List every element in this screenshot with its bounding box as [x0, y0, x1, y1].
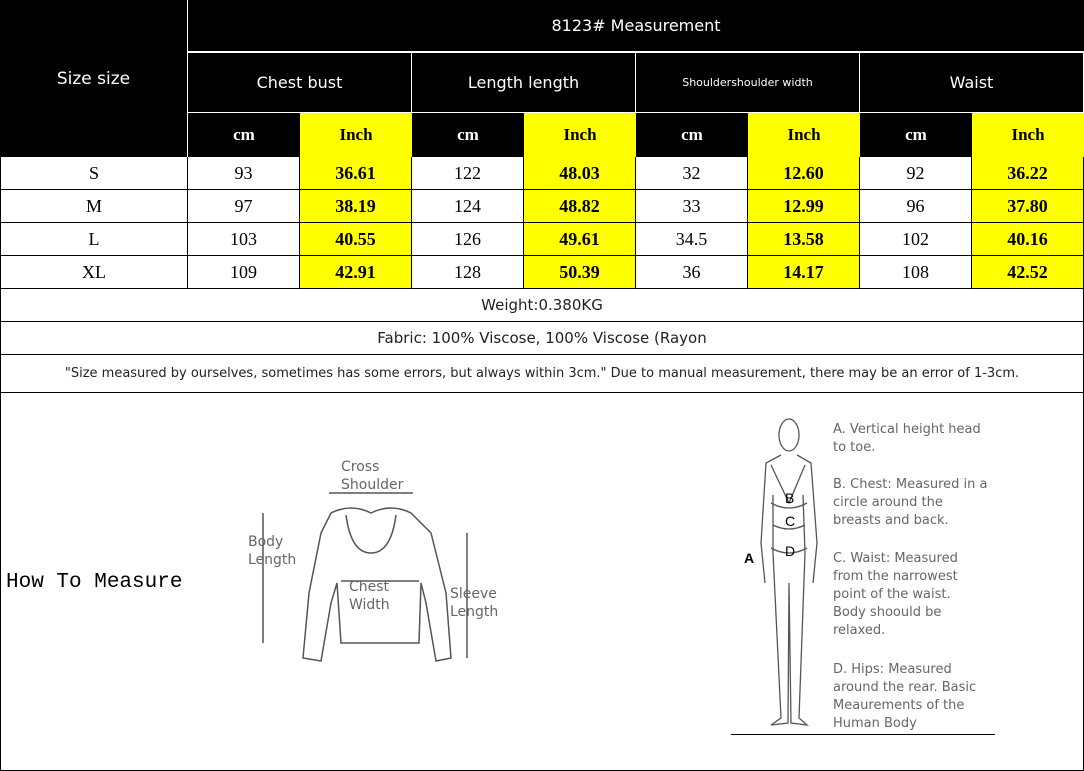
table-cell: 38.19 — [300, 190, 412, 223]
marker-a: A — [744, 550, 755, 566]
sweater-diagram-icon — [262, 492, 468, 662]
measure-item-c: C. Waist: Measured from the narrowest po… — [833, 551, 958, 638]
unit-cm: cm — [636, 113, 748, 157]
human-body-diagram-icon — [760, 418, 818, 726]
unit-cm: cm — [188, 113, 300, 157]
cross-shoulder-label: Cross Shoulder — [341, 459, 404, 493]
table-cell: 48.03 — [524, 157, 636, 190]
unit-cm: cm — [412, 113, 524, 157]
table-cell: 36 — [636, 256, 748, 289]
table-cell: 128 — [412, 256, 524, 289]
marker-b: B — [785, 490, 795, 506]
measure-item-d: D. Hips: Measured around the rear. Basic… — [833, 662, 977, 731]
table-cell: 33 — [636, 190, 748, 223]
table-cell: 92 — [860, 157, 972, 190]
size-cell: XL — [0, 256, 188, 289]
table-cell: 32 — [636, 157, 748, 190]
table-cell: 97 — [188, 190, 300, 223]
unit-inch: Inch — [748, 113, 860, 157]
size-cell: M — [0, 190, 188, 223]
fabric-row: Fabric: 100% Viscose, 100% Viscose (Rayo… — [0, 322, 1084, 355]
column-header: Chest bust — [188, 53, 411, 112]
table-cell: 40.16 — [972, 223, 1084, 256]
table-cell: 42.91 — [300, 256, 412, 289]
measure-item-a: A. Vertical height head to toe. — [833, 422, 981, 455]
column-header: Waist — [860, 53, 1083, 112]
table-cell: 37.80 — [972, 190, 1084, 223]
column-header: Shouldershoulder width — [636, 53, 859, 112]
unit-inch: Inch — [300, 113, 412, 157]
table-cell: 50.39 — [524, 256, 636, 289]
table-cell: 102 — [860, 223, 972, 256]
size-cell: L — [0, 223, 188, 256]
divider — [731, 734, 995, 735]
table-cell: 126 — [412, 223, 524, 256]
unit-inch: Inch — [972, 113, 1084, 157]
how-to-measure-section: How To Measure Cross Shoulder Body Lengt… — [0, 393, 1084, 771]
table-cell: 34.5 — [636, 223, 748, 256]
table-cell: 14.17 — [748, 256, 860, 289]
note-row: "Size measured by ourselves, sometimes h… — [0, 355, 1084, 393]
table-cell: 124 — [412, 190, 524, 223]
table-cell: 12.99 — [748, 190, 860, 223]
table-cell: 42.52 — [972, 256, 1084, 289]
table-cell: 49.61 — [524, 223, 636, 256]
marker-d: D — [785, 543, 796, 559]
table-cell: 93 — [188, 157, 300, 190]
size-cell: S — [0, 157, 188, 190]
weight-row: Weight:0.380KG — [0, 289, 1084, 322]
table-cell: 40.55 — [300, 223, 412, 256]
table-cell: 36.22 — [972, 157, 1084, 190]
column-header: Length length — [412, 53, 635, 112]
sleeve-length-label: Sleeve Length — [450, 586, 499, 620]
marker-c: C — [785, 513, 796, 529]
table-cell: 103 — [188, 223, 300, 256]
table-cell: 12.60 — [748, 157, 860, 190]
table-cell: 13.58 — [748, 223, 860, 256]
chest-width-label: Chest Width — [349, 579, 390, 613]
unit-cm: cm — [860, 113, 972, 157]
body-length-label: Body Length — [248, 534, 297, 568]
table-cell: 108 — [860, 256, 972, 289]
how-to-measure-label: How To Measure — [6, 571, 183, 594]
size-header: Size size — [0, 0, 187, 157]
table-cell: 36.61 — [300, 157, 412, 190]
measure-item-b: B. Chest: Measured in a circle around th… — [833, 477, 988, 528]
unit-inch: Inch — [524, 113, 636, 157]
table-cell: 96 — [860, 190, 972, 223]
table-cell: 122 — [412, 157, 524, 190]
table-cell: 48.82 — [524, 190, 636, 223]
table-cell: 109 — [188, 256, 300, 289]
table-title: 8123# Measurement — [188, 0, 1084, 52]
